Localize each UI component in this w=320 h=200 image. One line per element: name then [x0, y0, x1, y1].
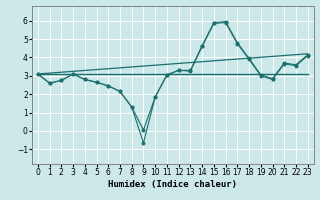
X-axis label: Humidex (Indice chaleur): Humidex (Indice chaleur) — [108, 180, 237, 189]
